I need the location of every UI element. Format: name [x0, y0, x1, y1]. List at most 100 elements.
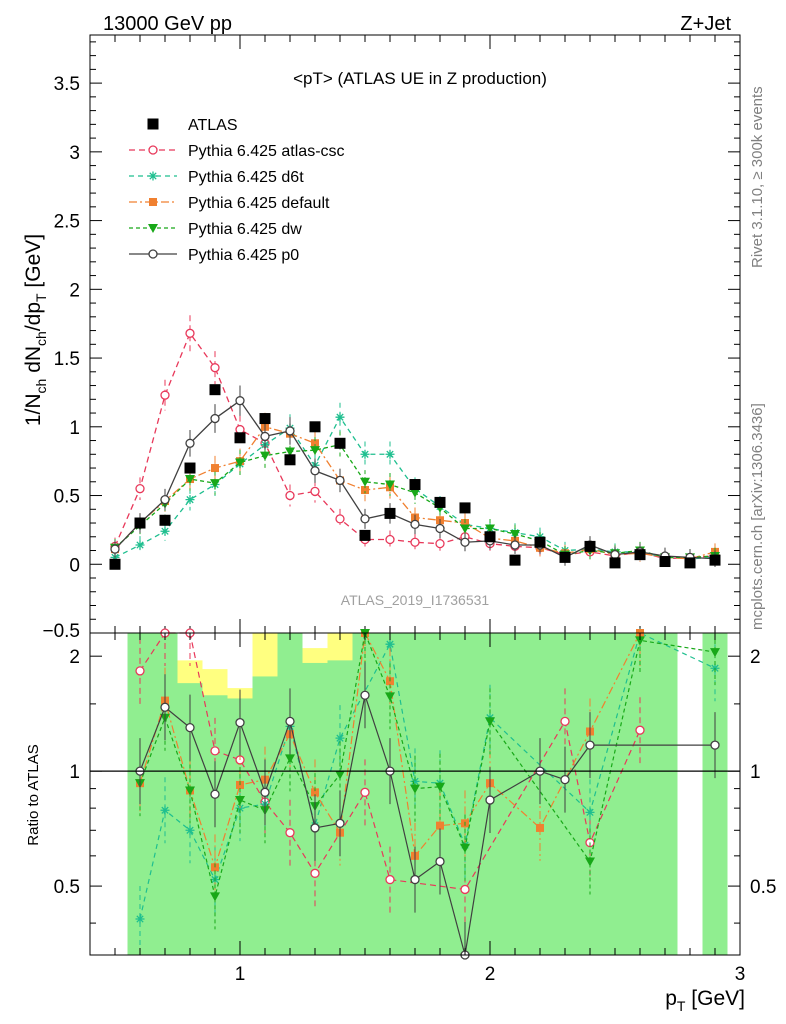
atlas-data-point: [459, 502, 471, 514]
data-point-4: [410, 519, 420, 530]
data-point-2: [211, 464, 219, 473]
rivet-version-label: Rivet 3.1.10, ≥ 300k events: [749, 86, 766, 268]
main-y-axis-label: 1/Nch dNch/dpT [GeV]: [22, 234, 49, 426]
ratio-point-0: [210, 746, 220, 756]
x-tick-label: 1: [235, 964, 246, 985]
ratio-point-3: [710, 648, 720, 658]
ratio-point-3: [385, 692, 395, 702]
header-energy-label: 13000 GeV pp: [103, 13, 232, 35]
ratio-point-1: [235, 803, 245, 813]
inner-band: [577, 633, 603, 955]
ratio-point-2: [436, 821, 444, 830]
ratio-y-tick-label-right: 2: [750, 647, 761, 668]
data-point-4: [235, 396, 245, 406]
ratio-point-4: [335, 818, 345, 828]
atlas-data-point: [309, 421, 321, 433]
ratio-point-4: [360, 690, 370, 700]
ratio-point-3: [185, 786, 195, 796]
y-tick-label: 1: [69, 418, 80, 439]
main-axes: 0 0.5 1 1.5 2 2.5 3 3.5 −0.5: [42, 34, 741, 642]
atlas-data-point: [659, 556, 671, 568]
data-point-3: [235, 458, 245, 468]
legend-marker-3: [148, 224, 158, 233]
legend-label-2: Pythia 6.425 default: [188, 195, 330, 212]
ratio-point-1: [410, 776, 420, 786]
ratio-line-2: [139, 631, 641, 870]
ratio-point-2: [311, 788, 319, 797]
ratio-point-0: [460, 884, 470, 895]
legend-label-atlas: ATLAS: [188, 117, 238, 134]
ratio-axes: 0.5 0.5 1 1 2 2 1 2 3: [54, 632, 776, 985]
ratio-point-0: [560, 716, 570, 727]
ratio-point-1: [385, 639, 395, 649]
ratio-point-4: [235, 717, 245, 728]
ratio-point-0: [310, 868, 320, 878]
data-point-3: [185, 475, 195, 485]
ratio-point-3: [335, 770, 345, 780]
y-tick-label: 2.5: [54, 212, 80, 233]
atlas-data-point: [234, 432, 246, 444]
data-point-3: [210, 479, 220, 489]
atlas-data-point: [559, 551, 571, 563]
ratio-point-4: [160, 702, 170, 712]
ratio-point-3: [435, 782, 445, 792]
ratio-point-3: [285, 754, 295, 764]
ratio-point-4: [485, 795, 495, 805]
ratio-point-3: [210, 892, 220, 902]
data-point-0: [185, 328, 195, 338]
data-point-2: [311, 439, 319, 448]
ratio-point-1: [585, 807, 595, 817]
data-point-1: [135, 540, 145, 550]
data-point-1: [335, 412, 345, 422]
legend-label-0: Pythia 6.425 atlas-csc: [188, 143, 345, 160]
atlas-data-point: [434, 496, 446, 508]
atlas-data-point: [209, 384, 221, 396]
ratio-y-tick-label: 2: [69, 647, 80, 668]
ratio-point-0: [285, 828, 295, 838]
legend-marker-0: [148, 145, 158, 155]
legend-marker-atlas: [147, 118, 159, 130]
data-point-3: [310, 446, 320, 456]
data-point-0: [135, 484, 145, 494]
ratio-y-tick-label-right: 1: [750, 762, 761, 783]
ratio-point-1: [185, 825, 195, 835]
data-point-4: [185, 438, 195, 448]
ratio-y-tick-label: 0.5: [54, 877, 80, 898]
inner-band: [602, 633, 628, 955]
data-point-3: [285, 447, 295, 457]
atlas-data-point: [259, 413, 271, 425]
y-tick-label: 3.5: [54, 74, 80, 95]
y-tick-label: 1.5: [54, 349, 80, 370]
main-panel: <pT> (ATLAS UE in Z production) ATLAS_20…: [22, 34, 741, 642]
ratio-point-3: [235, 796, 245, 806]
data-point-3: [260, 451, 270, 461]
ratio-line-0: [139, 632, 641, 891]
data-point-0: [410, 537, 420, 547]
atlas-data-point: [634, 549, 646, 561]
atlas-data-point: [384, 507, 396, 519]
inner-band: [702, 633, 728, 955]
ratio-point-3: [635, 636, 645, 646]
ratio-y-tick-label: 1: [69, 762, 80, 783]
data-point-4: [310, 466, 320, 476]
ratio-point-1: [160, 805, 170, 815]
y-tick-label: 0.5: [54, 487, 80, 508]
data-point-1: [160, 526, 170, 536]
inner-band: [502, 633, 528, 955]
data-point-3: [385, 480, 395, 490]
ratio-point-4: [410, 874, 420, 885]
data-point-4: [335, 475, 345, 486]
data-point-4: [360, 514, 370, 524]
ratio-point-0: [385, 874, 395, 885]
header-process-label: Z+Jet: [680, 13, 731, 35]
ratio-point-1: [135, 914, 145, 924]
data-point-4: [160, 495, 170, 505]
y-tick-label: 2: [69, 280, 80, 301]
ratio-line-1: [139, 632, 716, 920]
atlas-data-point: [409, 479, 421, 491]
atlas-data-point: [584, 540, 596, 552]
data-point-4: [510, 540, 520, 550]
data-point-4: [260, 431, 270, 442]
data-point-2: [361, 486, 369, 495]
